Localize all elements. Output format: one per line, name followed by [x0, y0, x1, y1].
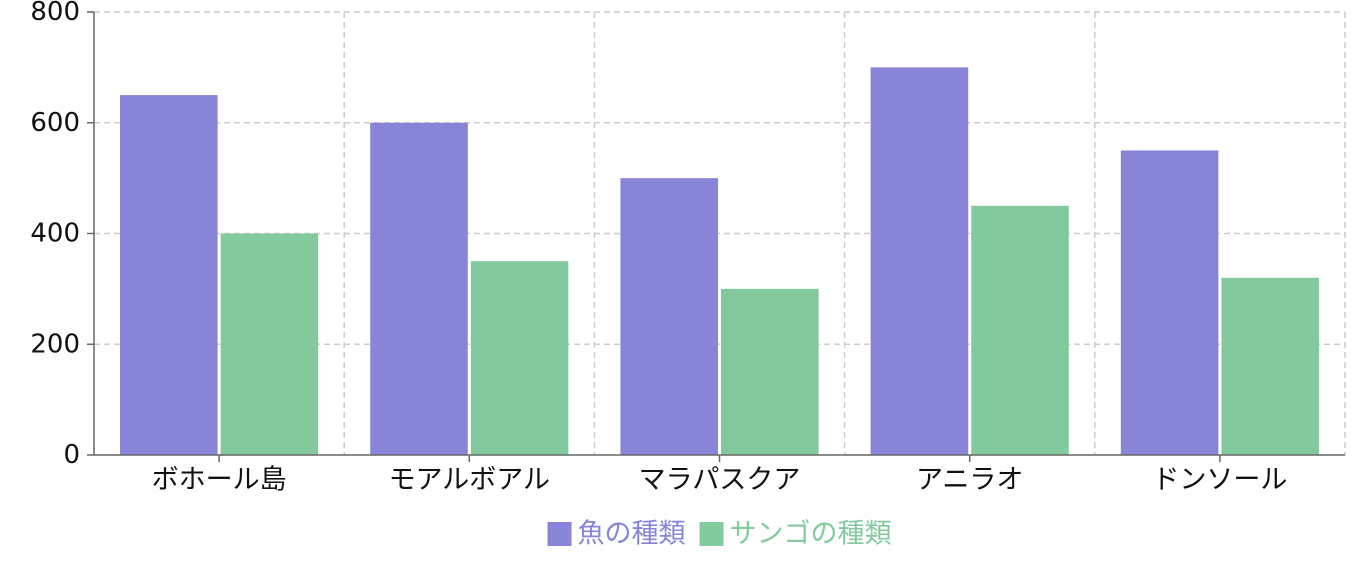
x-tick-label: モアルボアル — [389, 465, 550, 496]
y-tick-label: 600 — [30, 108, 80, 138]
bar-coral-0[interactable] — [220, 233, 319, 456]
bar-fish-1[interactable] — [370, 122, 468, 455]
x-tick-label: マラパスクア — [639, 465, 801, 496]
bar-fish-3[interactable] — [870, 67, 969, 455]
y-tick-label: 800 — [30, 0, 80, 27]
bar-fish-4[interactable] — [1120, 150, 1219, 455]
legend-swatch-fish[interactable] — [547, 522, 572, 546]
legend: 魚の種類 サンゴの種類 — [547, 519, 892, 550]
bar-coral-1[interactable] — [470, 261, 569, 455]
bar-fish-0[interactable] — [120, 95, 218, 455]
x-tick-label: アニラオ — [916, 465, 1023, 496]
bar-coral-2[interactable] — [721, 288, 819, 455]
bar-coral-3[interactable] — [971, 205, 1069, 455]
legend-label-coral: サンゴの種類 — [730, 519, 892, 550]
bars — [120, 67, 1319, 455]
legend-swatch-coral[interactable] — [699, 522, 724, 546]
legend-label-fish: 魚の種類 — [578, 519, 686, 550]
bar-coral-4[interactable] — [1221, 277, 1319, 455]
x-tick-label: ドンソール — [1152, 465, 1287, 496]
x-tick-label: ボホール島 — [152, 465, 287, 496]
axes: 0 200 400 600 800 ボホール島 モアルボアル マラパスクア アニラオ ドンソール — [30, 0, 1345, 496]
bar-fish-2[interactable] — [620, 178, 718, 455]
y-tick-label: 400 — [30, 219, 80, 249]
y-tick-label: 0 — [63, 440, 80, 470]
y-tick-label: 200 — [30, 329, 80, 359]
